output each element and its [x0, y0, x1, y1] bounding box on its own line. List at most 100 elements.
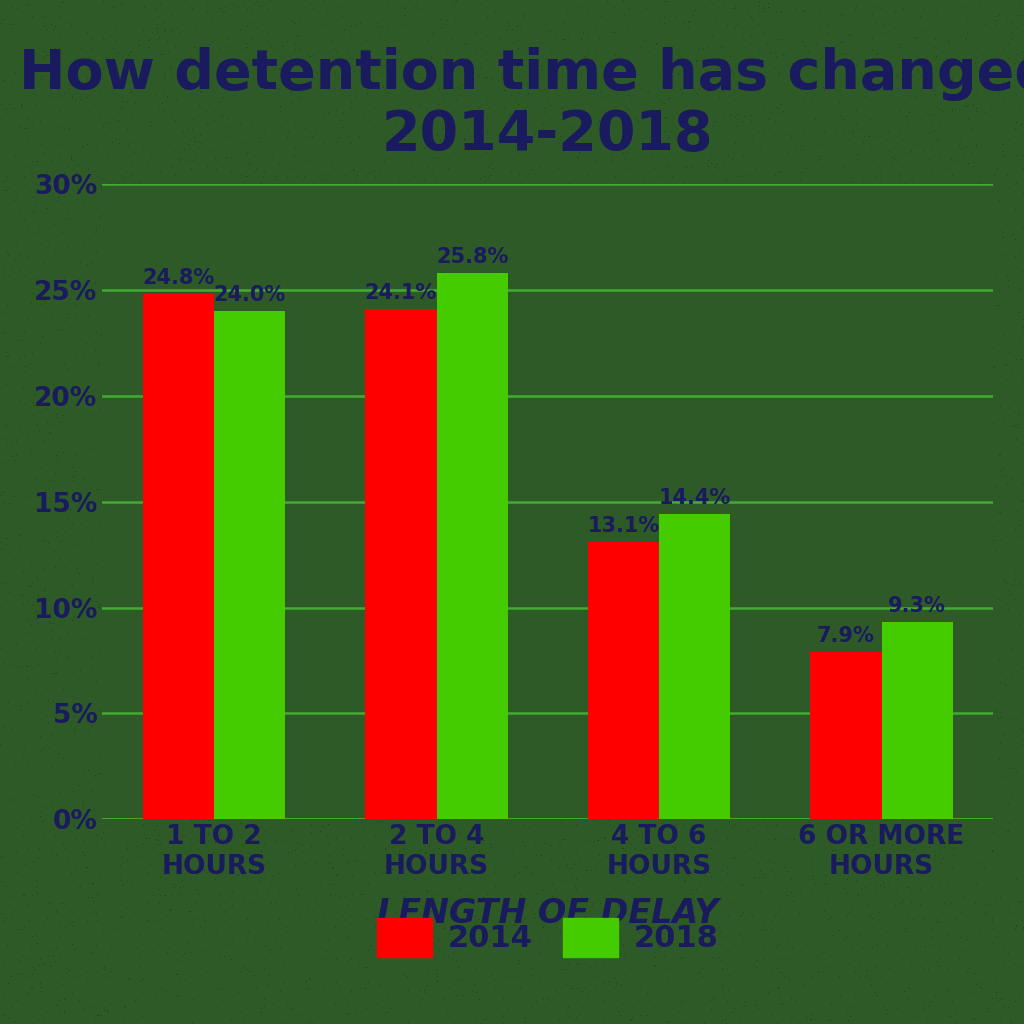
Point [0, 956, 11, 973]
Point [670, 655, 686, 672]
Point [355, 821, 372, 838]
Point [599, 340, 615, 356]
Point [237, 321, 253, 337]
Point [848, 473, 864, 489]
Point [931, 439, 947, 456]
Point [305, 70, 322, 86]
Point [567, 331, 584, 347]
Point [260, 968, 276, 984]
Point [195, 674, 211, 690]
Point [340, 897, 356, 913]
Point [303, 593, 319, 609]
Point [705, 117, 721, 133]
Point [525, 5, 542, 22]
Point [1002, 315, 1019, 332]
Point [240, 208, 256, 224]
Point [590, 276, 606, 293]
Point [341, 147, 357, 164]
Point [947, 518, 964, 535]
Point [590, 115, 606, 131]
Point [799, 183, 815, 200]
Point [239, 733, 255, 750]
Point [440, 948, 457, 965]
Point [510, 32, 526, 48]
Point [180, 903, 197, 920]
Point [144, 694, 161, 711]
Point [430, 445, 446, 462]
Point [1015, 920, 1024, 936]
Point [891, 628, 907, 644]
Point [13, 527, 30, 544]
Point [725, 472, 741, 488]
Point [108, 436, 124, 453]
Point [43, 15, 59, 32]
Point [316, 397, 333, 414]
Point [773, 995, 790, 1012]
Point [144, 777, 161, 794]
Point [205, 504, 221, 520]
Point [146, 44, 163, 60]
Point [66, 459, 82, 475]
Point [315, 459, 332, 475]
Point [783, 870, 800, 887]
Point [62, 291, 79, 307]
Point [682, 348, 698, 365]
Point [881, 397, 897, 414]
Point [462, 425, 478, 441]
Point [468, 972, 484, 988]
Point [386, 621, 402, 637]
Point [841, 558, 857, 574]
Point [139, 53, 156, 70]
Point [930, 914, 946, 931]
Point [247, 864, 263, 881]
Point [54, 1013, 71, 1024]
Point [794, 142, 810, 159]
Point [191, 278, 208, 294]
Point [155, 673, 171, 689]
Point [827, 73, 844, 89]
Point [818, 981, 835, 997]
Point [572, 213, 589, 229]
Point [961, 415, 977, 431]
Point [151, 244, 167, 260]
Point [255, 990, 271, 1007]
Point [344, 866, 360, 883]
Point [990, 992, 1007, 1009]
Point [122, 135, 138, 152]
Point [87, 767, 103, 783]
Point [904, 755, 921, 771]
Point [310, 349, 327, 366]
Point [959, 711, 976, 727]
Point [629, 687, 645, 703]
Point [922, 708, 938, 724]
Point [144, 284, 161, 300]
Point [327, 530, 343, 547]
Point [969, 222, 985, 239]
Point [503, 226, 519, 243]
Point [894, 893, 910, 909]
Point [906, 188, 923, 205]
Point [859, 525, 876, 542]
Point [57, 210, 74, 226]
Point [294, 393, 310, 410]
Point [991, 651, 1008, 668]
Point [295, 404, 311, 421]
Point [332, 453, 348, 469]
Point [655, 326, 672, 342]
Point [37, 7, 53, 24]
Point [93, 1007, 110, 1023]
Point [603, 152, 620, 168]
Point [143, 426, 160, 442]
Point [467, 24, 483, 40]
Point [892, 905, 908, 922]
Point [967, 188, 983, 205]
Point [931, 938, 947, 954]
Point [639, 1007, 655, 1023]
Point [783, 380, 800, 396]
Point [150, 8, 166, 25]
Point [236, 868, 252, 885]
Point [529, 298, 546, 314]
Point [969, 708, 985, 724]
Point [429, 371, 445, 387]
Point [75, 237, 91, 253]
